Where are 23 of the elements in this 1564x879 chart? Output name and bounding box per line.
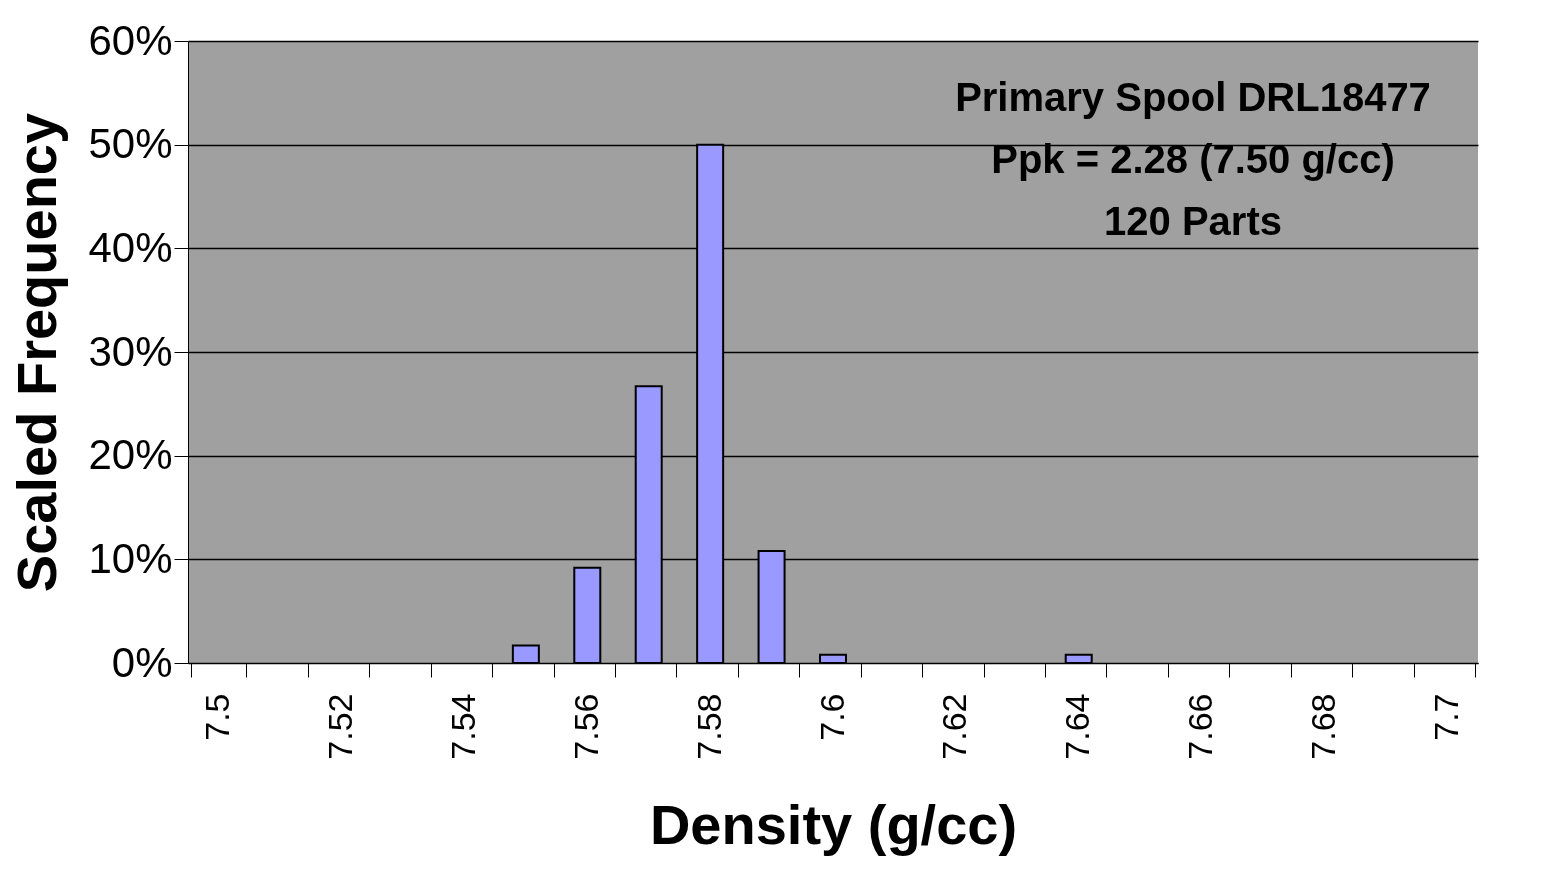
y-tick-label: 0% (111, 638, 173, 686)
y-tick-label: 30% (88, 327, 173, 375)
annotation: 120 Parts (1104, 199, 1282, 243)
x-tick-label: 7.54 (443, 693, 482, 760)
y-tick-label: 10% (88, 534, 173, 582)
x-tick-label: 7.64 (1058, 693, 1097, 760)
x-tick-label: 7.52 (321, 693, 360, 760)
x-tick-label: 7.6 (812, 693, 851, 741)
y-tick-label: 20% (88, 431, 173, 479)
y-tick-label: 40% (88, 223, 173, 271)
annotation: Primary Spool DRL18477 (955, 75, 1431, 119)
y-tick-label: 60% (88, 16, 173, 64)
x-tick-label: 7.62 (935, 693, 974, 760)
annotation: Ppk = 2.28 (7.50 g/cc) (991, 137, 1395, 181)
x-tick-label: 7.5 (198, 693, 237, 741)
x-tick-label: 7.68 (1303, 693, 1342, 760)
x-tick-label: 7.7 (1426, 693, 1465, 741)
y-axis-title: Scaled Frequency (5, 112, 69, 593)
x-tick-label: 7.56 (566, 693, 605, 760)
x-tick-label: 7.58 (689, 693, 728, 760)
y-tick-label: 50% (88, 120, 173, 168)
x-tick-label: 7.66 (1181, 693, 1220, 760)
x-axis-title: Density (g/cc) (649, 792, 1018, 856)
